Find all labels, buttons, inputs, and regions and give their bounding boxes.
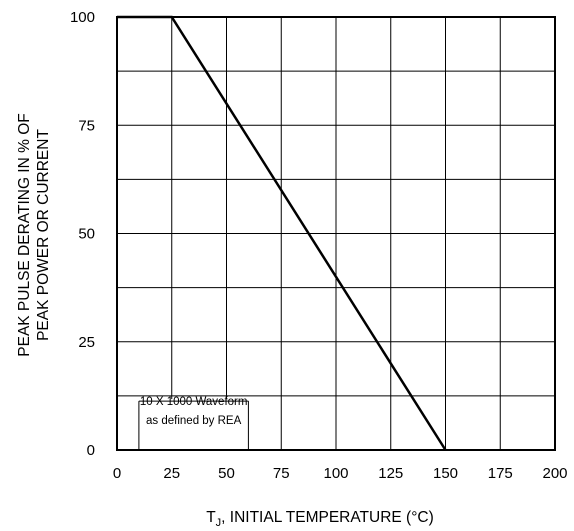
plot-frame	[116, 16, 556, 451]
x-axis-title-subscript: J	[216, 517, 222, 529]
x-tick-label: 25	[163, 465, 180, 482]
x-axis-title: TJ, INITIAL TEMPERATURE (°C)	[206, 509, 434, 529]
x-tick-label: 0	[113, 465, 121, 482]
y-axis-title-line-2: PEAK POWER OR CURRENT	[35, 129, 52, 341]
annotation-line-1: 10 X 1000 Waveform	[140, 396, 248, 408]
x-tick-label: 150	[433, 465, 458, 482]
waveform-annotation: 10 X 1000 Waveform as defined by REA	[130, 396, 257, 450]
y-tick-label: 75	[78, 117, 95, 134]
y-axis-title: PEAK PULSE DERATING IN % OF PEAK POWER O…	[16, 113, 52, 356]
x-tick-labels: 0 25 50 75 100 125 150 175 200	[113, 465, 568, 482]
y-tick-label: 50	[78, 226, 95, 243]
y-tick-label: 25	[78, 334, 95, 351]
x-axis-title-main: T	[206, 509, 216, 526]
x-tick-label: 200	[542, 465, 567, 482]
x-tick-label: 175	[488, 465, 513, 482]
y-tick-label: 100	[70, 9, 95, 26]
annotation-line-2: as defined by REA	[146, 415, 242, 427]
x-tick-label: 75	[273, 465, 290, 482]
annotation-background	[130, 399, 257, 449]
x-tick-label: 125	[378, 465, 403, 482]
x-tick-label: 50	[218, 465, 235, 482]
y-tick-label: 0	[87, 442, 95, 459]
y-tick-labels: 0 25 50 75 100	[70, 9, 95, 459]
x-tick-label: 100	[323, 465, 348, 482]
grid	[116, 16, 556, 451]
x-axis-title-rest: , INITIAL TEMPERATURE (°C)	[221, 509, 434, 526]
y-axis-title-line-1: PEAK PULSE DERATING IN % OF	[16, 113, 33, 356]
